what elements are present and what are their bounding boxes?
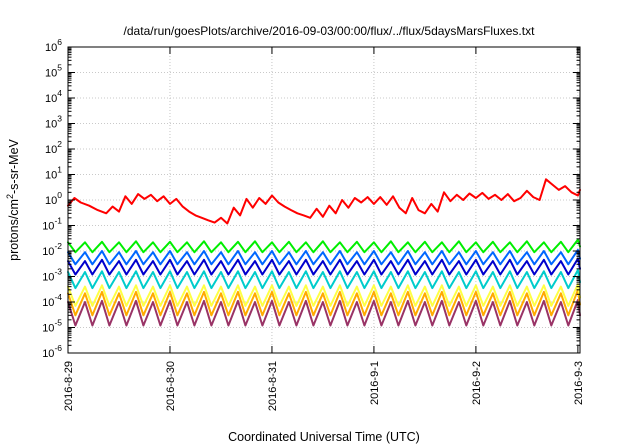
y-tick-label: 100 — [45, 190, 62, 207]
x-tick-label: 2016-9-2 — [471, 361, 483, 405]
series-line — [67, 283, 581, 307]
x-tick-label: 2016-9-1 — [369, 361, 381, 405]
y-tick-label: 106 — [45, 37, 62, 54]
y-tick-label: 10-4 — [42, 292, 62, 309]
ticks — [67, 46, 580, 354]
series-line — [67, 269, 581, 290]
x-tick-label: 2016-8-30 — [165, 361, 177, 411]
series-line — [67, 238, 581, 254]
series-line — [67, 257, 581, 276]
series-line — [67, 178, 581, 225]
series-line — [67, 248, 581, 266]
y-tick-label: 105 — [45, 63, 62, 80]
x-ticks: 2016-8-29 2016-8-30 2016-8-31 2016-9-1 2016-… — [63, 361, 585, 411]
y-tick-label: 104 — [45, 88, 62, 105]
y-ticks: 10-6 10-5 10-4 10-3 10-2 10-1 100 101 102 103 104 1… — [42, 37, 62, 360]
series-group — [67, 178, 581, 327]
x-tick-label: 2016-9-3 — [573, 361, 585, 405]
y-tick-label: 102 — [45, 139, 62, 156]
y-axis-title: protons/cm2-s-sr-MeV — [5, 138, 21, 260]
y-tick-label: 103 — [45, 114, 62, 131]
chart-title: /data/run/goesPlots/archive/2016-09-03/0… — [124, 24, 536, 38]
y-tick-label: 10-1 — [42, 216, 62, 233]
y-tick-label: 10-3 — [42, 267, 62, 284]
series-line — [67, 299, 581, 327]
x-tick-label: 2016-8-31 — [267, 361, 279, 411]
y-tick-label: 10-5 — [42, 318, 62, 335]
series-line — [67, 288, 581, 317]
y-tick-label: 10-6 — [42, 343, 62, 360]
x-axis-title: Coordinated Universal Time (UTC) — [228, 430, 420, 444]
x-tick-label: 2016-8-29 — [63, 361, 75, 411]
y-tick-label: 10-2 — [42, 241, 62, 258]
y-tick-label: 101 — [45, 165, 62, 182]
